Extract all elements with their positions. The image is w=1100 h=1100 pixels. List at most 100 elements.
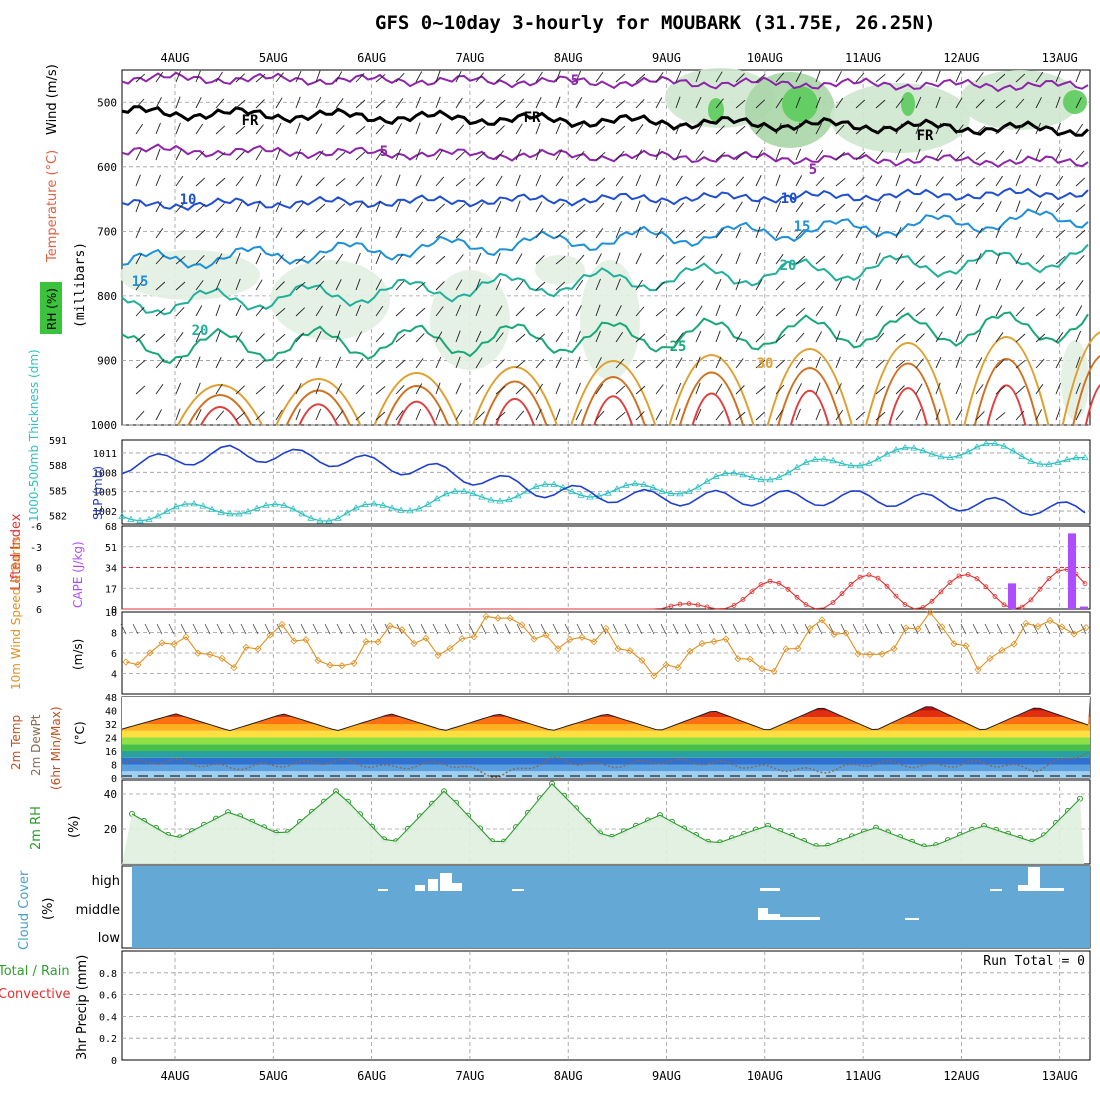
surface-wind-barb	[732, 623, 739, 635]
surface-wind-barb	[864, 623, 871, 635]
wind-barb	[435, 229, 446, 239]
wind-barb	[995, 226, 1001, 239]
wind-barb	[755, 359, 766, 369]
surface-temperature-contour	[580, 376, 646, 426]
wind-barb	[915, 307, 926, 317]
wind-barb	[835, 177, 846, 187]
wind-barb	[615, 175, 624, 187]
wind-barb	[295, 96, 301, 109]
wind-speed-point	[878, 650, 886, 658]
lifted-index-tick-label: 6	[36, 605, 42, 616]
contour-label: 5	[380, 144, 388, 160]
wind-barb	[175, 70, 181, 83]
wind-barb	[815, 255, 826, 265]
wind-barb	[195, 150, 205, 161]
wind-barb	[795, 122, 801, 135]
rh-contour-area	[901, 92, 915, 116]
wind-barb	[235, 151, 245, 161]
surface-wind-barb	[708, 623, 715, 635]
wind-barb	[535, 228, 544, 239]
wind-barb	[215, 410, 225, 421]
wind-barb	[755, 200, 761, 213]
middle-cloud-bar	[758, 908, 768, 920]
freezing-level-contour	[121, 105, 1090, 137]
wind-barb	[135, 333, 146, 343]
surface-wind-barb	[132, 623, 139, 635]
wind-barb	[495, 200, 502, 213]
wind-barb	[1075, 254, 1085, 265]
wind-speed-point	[410, 639, 418, 648]
surface-wind-barb	[360, 623, 367, 635]
bottom-date-label: 9AUG	[652, 1069, 681, 1083]
surface-wind-barb	[660, 623, 667, 635]
wind-barb	[955, 124, 964, 135]
wind-barb	[215, 278, 222, 291]
wind-barb	[1075, 123, 1084, 135]
wind-barb	[835, 124, 845, 135]
wind-barb	[255, 411, 265, 421]
wind-barb	[715, 228, 724, 239]
high-cloud-bar	[1040, 888, 1064, 891]
surface-temperature-contour	[471, 366, 558, 426]
wind-barb	[855, 227, 863, 239]
wind-barb	[575, 254, 585, 265]
surface-wind-barb	[312, 623, 319, 635]
surface-wind-barb	[684, 623, 691, 635]
rh-legend-swatch	[40, 282, 62, 334]
wind-barb	[1035, 97, 1042, 109]
wind-barb	[155, 122, 161, 135]
wind-barb	[215, 304, 221, 317]
surface-wind-barb	[408, 623, 415, 635]
surface-temperature-contour	[888, 387, 928, 426]
wind-barb	[975, 151, 986, 161]
wind-barb	[695, 229, 706, 239]
contour-label: 10	[180, 192, 197, 208]
wind-barb	[815, 70, 821, 83]
wind-barb	[955, 382, 962, 395]
wind-barb	[715, 304, 721, 317]
wind-barb	[255, 149, 263, 161]
temperature-contour-25	[121, 311, 1089, 364]
wind-barb	[395, 148, 402, 161]
wind-barb	[515, 385, 526, 395]
lifted-index-point	[1082, 581, 1088, 587]
wind-barb	[155, 174, 161, 187]
wind-barb	[895, 385, 905, 395]
wind-barb	[495, 252, 501, 265]
wind-barb	[315, 229, 326, 239]
wind-barb	[795, 281, 806, 291]
wind-speed-point	[506, 614, 514, 622]
surface-wind-barb	[204, 623, 211, 635]
wind-barb	[495, 332, 504, 343]
surface-wind-barb	[240, 623, 247, 635]
wind-speed-tick-label: 6	[111, 649, 117, 660]
wind-barb	[235, 176, 244, 187]
wind-barb	[715, 71, 723, 83]
pressure-tick-label: 600	[97, 161, 117, 174]
wind-barb	[355, 278, 361, 291]
temperature-axis-label: Temperature (°C)	[45, 150, 60, 263]
wind-speed-point	[962, 642, 970, 650]
contour-label: 25	[670, 339, 687, 355]
wind-barb	[1075, 229, 1086, 239]
wind-barb	[275, 409, 283, 421]
wind-barb	[1075, 382, 1081, 395]
top-date-label: 9AUG	[652, 51, 681, 65]
wind-barb	[635, 73, 646, 83]
contour-label: 20	[192, 323, 209, 339]
thickness-point	[271, 500, 279, 507]
wind-barb	[1035, 358, 1045, 369]
precip-total-label: Total / Rain	[0, 964, 70, 979]
wind-barb	[195, 97, 202, 109]
wind-barb	[735, 331, 743, 343]
precip-tick-label: 0.8	[99, 969, 117, 980]
wind-barb	[415, 175, 422, 187]
wind-barb	[355, 72, 365, 83]
wind-barb	[635, 333, 646, 343]
wind-barb	[255, 279, 263, 291]
wind-barb	[515, 307, 525, 317]
wind-barb	[155, 409, 162, 421]
wind-barb	[215, 71, 223, 83]
wind-barb	[1055, 281, 1066, 291]
wind-barb	[575, 229, 586, 239]
